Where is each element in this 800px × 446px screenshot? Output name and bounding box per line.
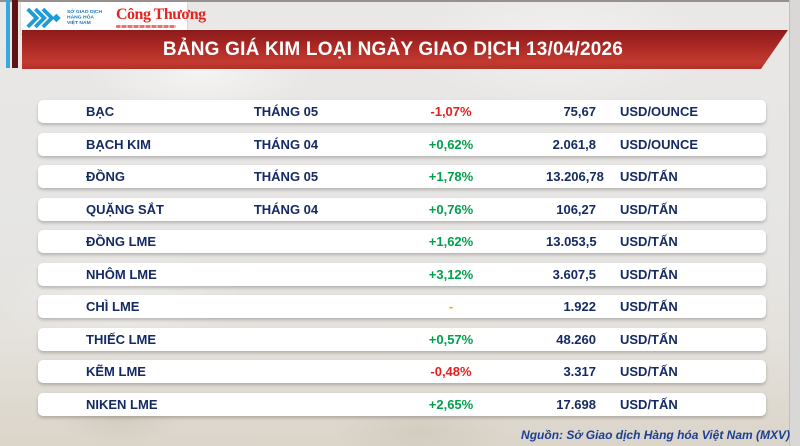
table-row: BẠCH KIM THÁNG 04 +0,62% 2.061,8 USD/OUN… [38, 132, 766, 156]
price-value: 3.317 [563, 364, 596, 379]
table-row: ĐỒNG THÁNG 05 +1,78% 13.206,78 USD/TẤN [38, 165, 766, 188]
price-unit: USD/TẤN [620, 234, 678, 249]
table-row: NHÔM LME +3,12% 3.607,5 USD/TẤN [38, 262, 766, 286]
price-value: 13.206,78 [546, 169, 604, 184]
price-table: BẠC THÁNG 05 -1,07% 75,67 USD/OUNCE BẠCH… [38, 100, 766, 425]
table-row: ĐỒNG LME +1,62% 13.053,5 USD/TẤN [38, 230, 766, 253]
table-row: QUẶNG SẮT THÁNG 04 +0,76% 106,27 USD/TẤN [38, 197, 766, 221]
change-percent: +3,12% [428, 266, 474, 282]
congthuong-logo-text: Công Thương [116, 6, 206, 23]
price-value: 75,67 [563, 104, 596, 119]
contract-month: THÁNG 04 [253, 136, 319, 152]
change-percent: +2,65% [428, 396, 474, 412]
left-accent-stripe-blue [6, 0, 10, 68]
change-percent: +1,62% [428, 234, 474, 249]
price-unit: USD/TẤN [620, 331, 678, 347]
price-unit: USD/TẤN [620, 266, 678, 282]
commodity-name: THIẾC LME [86, 331, 157, 347]
commodity-name: KẼM LME [86, 364, 146, 379]
price-value: 106,27 [556, 201, 596, 217]
right-edge-strip [789, 0, 800, 446]
price-value: 1.922 [563, 299, 596, 314]
top-edge-line [0, 0, 800, 2]
commodity-name: NIKEN LME [86, 396, 158, 412]
mxv-logo-text: SỞ GIAO DỊCH HÀNG HÓA VIỆT NAM [67, 8, 103, 26]
price-unit: USD/TẤN [620, 201, 678, 217]
commodity-name: ĐỒNG [86, 169, 125, 184]
contract-month: THÁNG 05 [253, 104, 319, 119]
price-value: 2.061,8 [552, 136, 596, 152]
commodity-name: BẠCH KIM [86, 136, 151, 152]
commodity-name: CHÌ LME [86, 299, 140, 314]
change-percent: +1,78% [428, 169, 474, 184]
congthuong-tagline-strip [116, 25, 176, 28]
price-unit: USD/OUNCE [620, 104, 699, 119]
price-unit: USD/TẤN [620, 364, 678, 379]
change-percent: +0,62% [428, 136, 474, 152]
source-note: Nguồn: Sở Giao dịch Hàng hóa Việt Nam (M… [521, 428, 790, 442]
page-title: BẢNG GIÁ KIM LOẠI NGÀY GIAO DỊCH 13/04/2… [162, 38, 624, 60]
price-value: 17.698 [556, 396, 596, 412]
background-photo-overlay [0, 336, 800, 446]
price-unit: USD/TẤN [620, 299, 678, 314]
table-row: BẠC THÁNG 05 -1,07% 75,67 USD/OUNCE [38, 100, 766, 123]
commodity-name: NHÔM LME [86, 266, 157, 282]
price-unit: USD/TẤN [620, 169, 678, 184]
price-unit: USD/TẤN [620, 396, 678, 412]
commodity-name: QUẶNG SẮT [86, 201, 164, 217]
congthuong-logo: Công Thương [116, 7, 206, 28]
change-percent: - [448, 299, 454, 314]
price-value: 48.260 [556, 331, 596, 347]
logo-box: SỞ GIAO DỊCH HÀNG HÓA VIỆT NAM Công Thương [21, 2, 206, 33]
contract-month: THÁNG 04 [253, 201, 319, 217]
change-percent: +0,76% [428, 201, 474, 217]
table-row: CHÌ LME - 1.922 USD/TẤN [38, 295, 766, 318]
contract-month: THÁNG 05 [253, 169, 319, 184]
table-row: KẼM LME -0,48% 3.317 USD/TẤN [38, 360, 766, 383]
commodity-name: BẠC [86, 104, 115, 119]
commodity-name: ĐỒNG LME [86, 234, 157, 249]
change-percent: -0,48% [430, 364, 472, 379]
price-value: 3.607,5 [552, 266, 596, 282]
change-percent: +0,57% [428, 331, 474, 347]
change-percent: -1,07% [430, 104, 472, 119]
price-unit: USD/OUNCE [620, 136, 699, 152]
table-row: NIKEN LME +2,65% 17.698 USD/TẤN [38, 392, 766, 416]
title-banner: BẢNG GIÁ KIM LOẠI NGÀY GIAO DỊCH 13/04/2… [22, 30, 788, 69]
left-accent-stripe-maroon [12, 0, 18, 68]
mxv-chevron-icon [26, 6, 64, 30]
table-row: THIẾC LME +0,57% 48.260 USD/TẤN [38, 327, 766, 351]
price-value: 13.053,5 [546, 234, 597, 249]
